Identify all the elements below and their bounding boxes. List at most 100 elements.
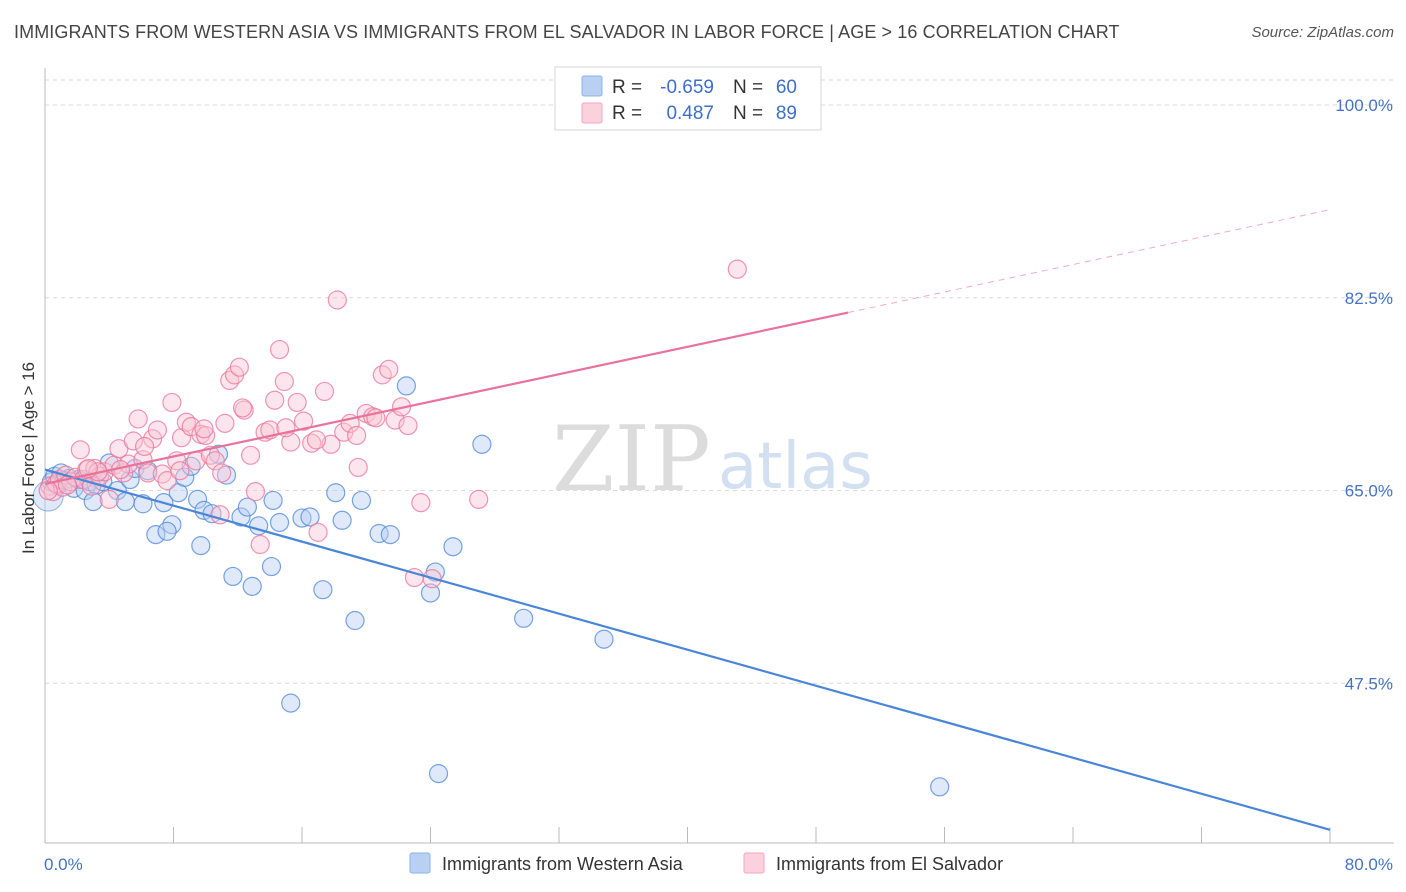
data-point (134, 436, 155, 457)
data-point (157, 521, 177, 541)
y-axis-title: In Labor Force | Age > 16 (19, 362, 38, 554)
data-point (411, 493, 431, 513)
axes (44, 68, 1394, 844)
data-point (128, 409, 148, 429)
data-point (237, 497, 257, 517)
data-point (147, 420, 168, 440)
axis-ticks: 47.5% 65.0% 82.5% 100.0% 0.0% 80.0% (44, 96, 1393, 874)
x-tick-label: 0.0% (44, 855, 83, 874)
bottom-legend-swatch-el-salvador (743, 852, 765, 874)
chart-title: IMMIGRANTS FROM WESTERN ASIA VS IMMIGRAN… (14, 22, 1120, 42)
data-point (347, 425, 367, 446)
data-point (326, 483, 346, 503)
data-point (263, 490, 283, 511)
data-point (274, 371, 294, 392)
data-point (294, 411, 314, 431)
data-point (143, 429, 163, 449)
legend-r-value-1: -0.659 (660, 77, 714, 98)
data-point (245, 482, 266, 502)
data-point (420, 583, 441, 603)
data-point (306, 430, 327, 450)
data-point (321, 434, 341, 454)
bottom-legend-label-el-salvador: Immigrants from El Salvador (776, 854, 1003, 874)
watermark-zip: ZIP (552, 407, 711, 512)
data-point (231, 507, 251, 527)
data-point (146, 524, 166, 545)
data-point (292, 508, 312, 528)
data-point (472, 434, 492, 454)
data-point (396, 376, 417, 396)
data-point (229, 357, 249, 377)
data-point (380, 524, 400, 545)
legend-n-label-2: N = (733, 103, 763, 124)
data-point (727, 259, 747, 279)
data-point (469, 489, 489, 509)
y-tick-label: 82.5% (1345, 289, 1393, 308)
y-tick-label: 100.0% (1335, 96, 1393, 115)
trend-line (44, 311, 849, 486)
data-point (308, 522, 328, 542)
data-point (212, 463, 232, 483)
data-point (398, 415, 418, 436)
legend-n-value-2: 89 (776, 103, 797, 124)
data-point (215, 413, 235, 433)
data-point (261, 556, 282, 577)
data-point (345, 610, 365, 631)
data-point (351, 490, 372, 511)
data-point (428, 764, 449, 784)
chart-source: Source: ZipAtlas.com (1251, 24, 1394, 41)
data-point (930, 777, 950, 797)
data-point (514, 608, 534, 628)
data-point (348, 457, 368, 478)
data-point (223, 566, 243, 587)
data-point (123, 431, 143, 451)
data-point (162, 392, 182, 413)
data-point (269, 339, 290, 360)
data-point (327, 290, 347, 310)
legend-swatch-el-salvador (581, 102, 603, 124)
data-point (443, 537, 463, 557)
data-point (38, 480, 58, 501)
data-point (287, 392, 307, 413)
data-point (194, 419, 214, 439)
data-point (115, 491, 135, 512)
data-point (332, 510, 352, 530)
data-point (281, 432, 301, 452)
trend-lines (44, 209, 1331, 831)
series-legend: Immigrants from Western Asia Immigrants … (409, 852, 1003, 874)
legend-r-label-1: R = (612, 77, 642, 98)
data-point (232, 398, 253, 418)
bottom-legend-swatch-western-asia (409, 852, 431, 874)
data-point (205, 451, 225, 471)
legend-n-value-1: 60 (776, 77, 797, 98)
legend-r-label-2: R = (612, 103, 642, 124)
x-tick-label: 80.0% (1345, 855, 1393, 874)
data-point (314, 381, 335, 402)
legend-n-label-1: N = (733, 77, 763, 98)
watermark-atlas: atlas (718, 430, 873, 504)
data-point (379, 359, 399, 379)
bottom-legend-label-western-asia: Immigrants from Western Asia (442, 854, 684, 874)
data-point (300, 507, 320, 527)
data-point (313, 580, 333, 600)
y-tick-label: 47.5% (1345, 674, 1393, 693)
data-point (250, 534, 270, 555)
data-point (157, 471, 177, 491)
data-point (241, 445, 261, 465)
trend-line (44, 468, 1331, 831)
y-tick-label: 65.0% (1345, 482, 1393, 501)
data-point (138, 463, 158, 483)
legend-r-value-2: 0.487 (666, 103, 714, 124)
data-point (70, 440, 90, 460)
data-point (83, 491, 103, 512)
data-point (171, 428, 192, 448)
data-point (170, 461, 190, 481)
data-point (99, 489, 119, 509)
data-point (187, 489, 208, 509)
legend-swatch-western-asia (581, 75, 603, 97)
data-point (281, 693, 301, 713)
data-point (191, 536, 211, 556)
data-point (196, 425, 216, 446)
data-point (594, 629, 614, 649)
